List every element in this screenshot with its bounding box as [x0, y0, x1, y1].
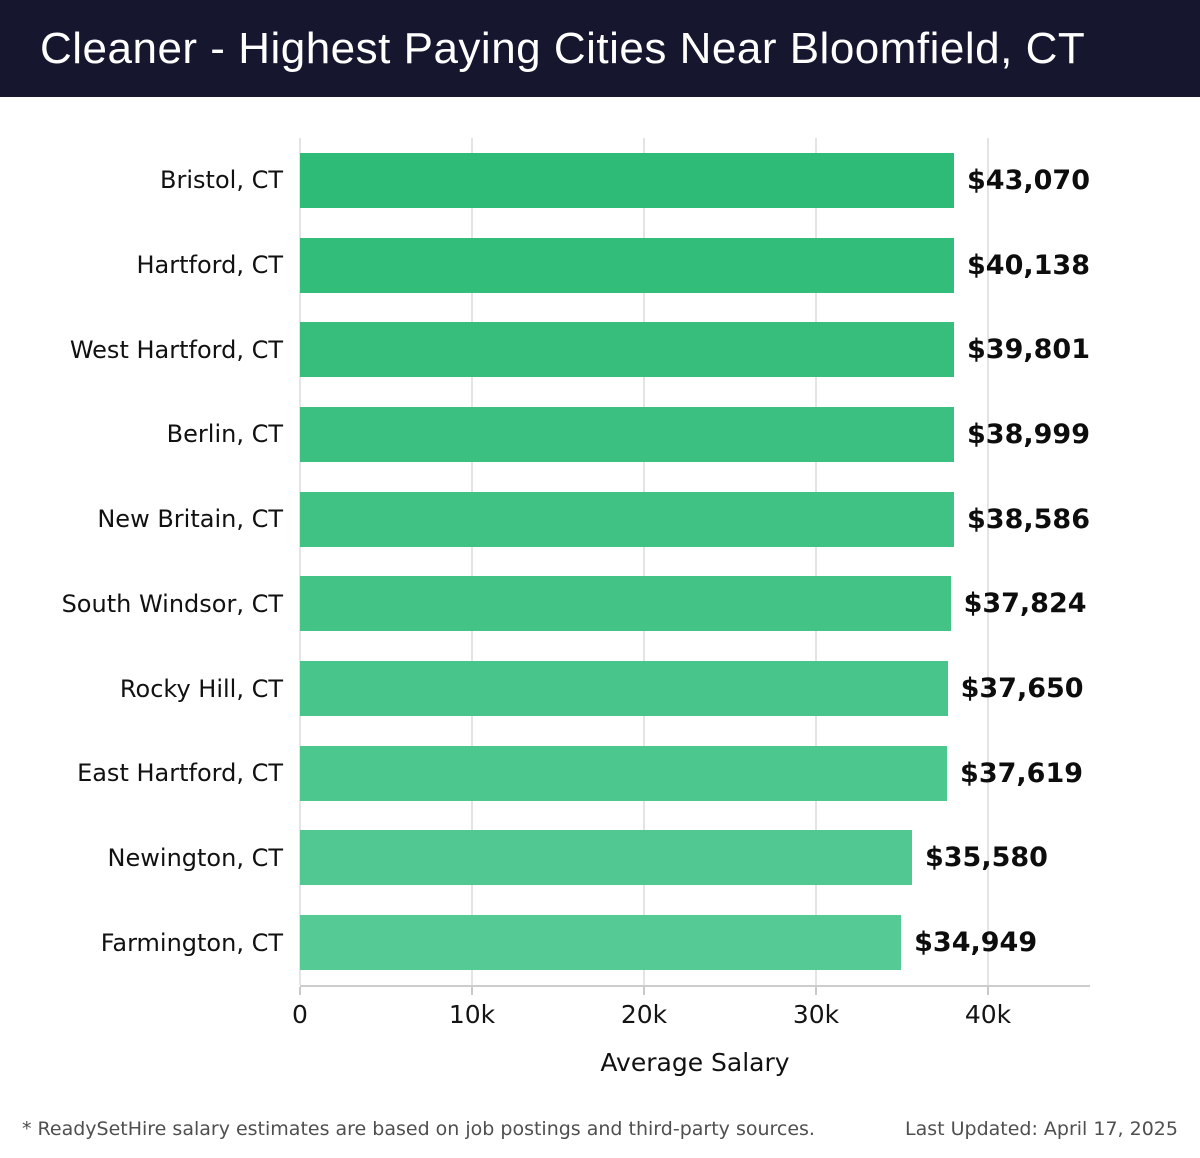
category-label: Farmington, CT: [100, 928, 283, 957]
gridlines: [299, 138, 1090, 985]
value-label: $37,824: [963, 588, 1087, 620]
footer-disclaimer: * ReadySetHire salary estimates are base…: [22, 1118, 815, 1140]
category-label: South Windsor, CT: [61, 589, 283, 618]
plot-area: Bristol, CT $43,070 Hartford, CT $40,138 Wes…: [62, 138, 1090, 1029]
chart-title: Cleaner - Highest Paying Cities Near Blo…: [40, 23, 1086, 73]
axis-tick: [643, 987, 645, 995]
bar-row: Berlin, CT $38,999: [167, 392, 1090, 477]
bar-row: South Windsor, CT $37,824: [62, 562, 1090, 647]
footer: * ReadySetHire salary estimates are base…: [22, 1118, 1178, 1140]
value-label: $38,586: [967, 503, 1090, 535]
bar-row: West Hartford, CT $39,801: [70, 307, 1090, 392]
header: Cleaner - Highest Paying Cities Near Blo…: [0, 0, 1200, 97]
bar-row: Bristol, CT $43,070: [160, 138, 1090, 223]
value-label: $34,949: [914, 927, 1038, 959]
gridline: [815, 138, 817, 985]
bar: [300, 152, 955, 208]
category-label: New Britain, CT: [97, 505, 283, 534]
gridline: [987, 138, 989, 985]
bar: [300, 745, 948, 801]
axis-tick: [987, 987, 989, 995]
axis-tick-label: 10k: [448, 1000, 496, 1029]
bar-row: Rocky Hill, CT $37,650: [120, 646, 1090, 731]
axis-tick: [471, 987, 473, 995]
axis-tick-label: 20k: [620, 1000, 668, 1029]
axis-tick-label: 40k: [964, 1000, 1012, 1029]
x-axis-line: [300, 985, 1090, 987]
bar: [300, 491, 955, 547]
category-label: Hartford, CT: [136, 251, 283, 280]
category-label: West Hartford, CT: [69, 335, 283, 364]
bar-row: New Britain, CT $38,586: [97, 477, 1090, 562]
value-label: $35,580: [924, 842, 1048, 874]
bar-row: Newington, CT $35,580: [108, 816, 1090, 901]
value-label: $37,619: [960, 757, 1084, 789]
category-label: Rocky Hill, CT: [119, 674, 283, 703]
category-label: East Hartford, CT: [77, 759, 283, 788]
footer-last-updated: Last Updated: April 17, 2025: [904, 1118, 1178, 1140]
bar: [300, 576, 951, 632]
axis-tick: [815, 987, 817, 995]
gridline: [471, 138, 473, 985]
axis-tick: [299, 987, 301, 995]
value-label: $39,801: [967, 334, 1090, 366]
gridline: [299, 138, 301, 985]
category-label: Newington, CT: [107, 843, 283, 872]
gridline: [643, 138, 645, 985]
category-label: Berlin, CT: [166, 420, 283, 449]
bar: [300, 830, 912, 886]
value-label: $40,138: [967, 249, 1090, 281]
bar: [300, 322, 955, 378]
bar: [300, 406, 955, 462]
value-label: $43,070: [967, 164, 1090, 196]
bar: [300, 237, 955, 293]
bar: [300, 915, 902, 971]
bar: [300, 661, 948, 717]
bar-row: East Hartford, CT $37,619: [77, 731, 1090, 816]
bar-row: Farmington, CT $34,949: [101, 900, 1090, 985]
value-label: $37,650: [960, 673, 1084, 705]
axis-tick-label: 30k: [792, 1000, 840, 1029]
x-axis-label: Average Salary: [600, 1048, 790, 1077]
category-label: Bristol, CT: [160, 166, 283, 195]
bar-row: Hartford, CT $40,138: [136, 223, 1090, 308]
axis-tick-label: 0: [292, 1000, 308, 1029]
bar-rows: Bristol, CT $43,070 Hartford, CT $40,138 Wes…: [62, 138, 1090, 985]
value-label: $38,999: [967, 418, 1090, 450]
